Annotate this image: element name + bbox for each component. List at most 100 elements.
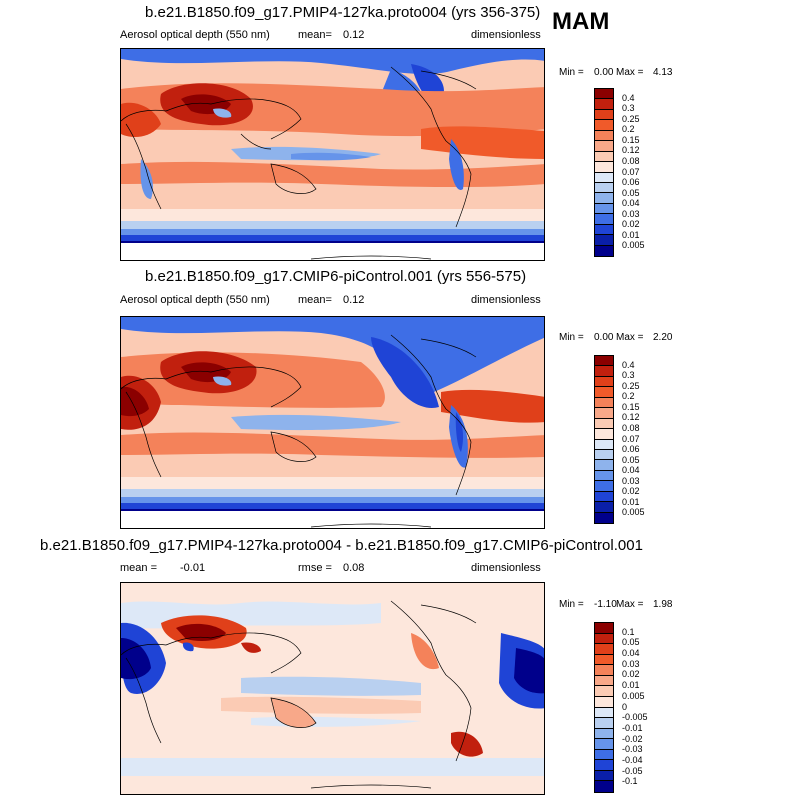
colorbar-box [595, 193, 613, 204]
panel-3-colorbar [594, 622, 614, 793]
colorbar-box [595, 376, 613, 388]
panel-2-title: b.e21.B1850.f09_g17.CMIP6-piControl.001 … [145, 268, 527, 285]
colorbar-box [595, 749, 613, 761]
colorbar-box [595, 502, 613, 513]
panel-2-units: dimensionless [471, 294, 541, 306]
colorbar-box [595, 120, 613, 131]
colorbar-level-label: 0.07 [622, 433, 640, 444]
colorbar-box [595, 644, 613, 655]
colorbar-box [595, 665, 613, 676]
panel-3-map [120, 582, 545, 795]
colorbar-box [595, 99, 613, 110]
colorbar-level-label: 0.12 [622, 412, 640, 423]
colorbar-level-label: 0.05 [622, 454, 640, 465]
panel-1-title: b.e21.B1850.f09_g17.PMIP4-127ka.proto004… [145, 4, 541, 21]
colorbar-box [595, 449, 613, 461]
colorbar-level-label: 0.06 [622, 177, 640, 188]
colorbar-level-label: 0.3 [622, 103, 635, 114]
colorbar-box [595, 675, 613, 687]
colorbar-level-label: 0.4 [622, 92, 635, 103]
colorbar-level-label: 0.02 [622, 669, 640, 680]
colorbar-level-label: 0.05 [622, 637, 640, 648]
colorbar-level-label: 0.04 [622, 198, 640, 209]
colorbar-level-label: 0.12 [622, 145, 640, 156]
colorbar-box [595, 728, 613, 740]
colorbar-level-label: 0.2 [622, 124, 635, 135]
colorbar-level-label: 0.25 [622, 380, 640, 391]
panel-3-min-label: Min = [559, 599, 584, 610]
colorbar-box [595, 460, 613, 471]
colorbar-box [595, 439, 613, 450]
panel-1-variable-label: Aerosol optical depth (550 nm) [120, 29, 270, 41]
panel-1-mean-label: mean= [298, 29, 332, 41]
panel-3-max-label: Max = [616, 599, 644, 610]
season-label: MAM [552, 8, 610, 35]
colorbar-box [595, 130, 613, 142]
panel-1-units: dimensionless [471, 29, 541, 41]
panel-3-min-value: -1.10 [594, 599, 617, 610]
panel-3-units: dimensionless [471, 562, 541, 574]
panel-3-rmse-value: 0.08 [343, 562, 365, 574]
colorbar-box [595, 707, 613, 719]
colorbar-level-label: 0.03 [622, 658, 640, 669]
colorbar-level-label: -0.01 [622, 722, 643, 733]
colorbar-box [595, 633, 613, 645]
colorbar-box [595, 397, 613, 409]
colorbar-box [595, 429, 613, 440]
colorbar-level-label: 0.005 [622, 507, 645, 518]
colorbar-box [595, 224, 613, 236]
colorbar-level-label: 0.01 [622, 496, 640, 507]
colorbar-level-label: 0.08 [622, 422, 640, 433]
colorbar-box [595, 512, 613, 523]
colorbar-box [595, 109, 613, 121]
colorbar-level-label: 0.15 [622, 401, 640, 412]
colorbar-box [595, 418, 613, 430]
colorbar-level-label: 0.1 [622, 626, 635, 637]
colorbar-level-label: -0.04 [622, 754, 643, 765]
panel-2-mean-value: 0.12 [343, 294, 365, 306]
colorbar-level-label: 0.01 [622, 229, 640, 240]
colorbar-level-label: 0.05 [622, 187, 640, 198]
colorbar-level-label: -0.03 [622, 744, 643, 755]
colorbar-box [595, 151, 613, 163]
panel-2-min-value: 0.00 [594, 332, 614, 343]
colorbar-level-label: 0.02 [622, 486, 640, 497]
panel-2-variable-label: Aerosol optical depth (550 nm) [120, 294, 270, 306]
colorbar-level-label: -0.005 [622, 712, 648, 723]
colorbar-box [595, 770, 613, 782]
colorbar-level-label: -0.02 [622, 733, 643, 744]
panel-2-map [120, 316, 545, 529]
colorbar-level-label: 0.4 [622, 359, 635, 370]
colorbar-level-label: 0 [622, 701, 628, 712]
colorbar-level-label: 0.07 [622, 166, 640, 177]
colorbar-box [595, 172, 613, 183]
colorbar-box [595, 760, 613, 771]
colorbar-box [595, 623, 613, 634]
panel-2-mean-label: mean= [298, 294, 332, 306]
colorbar-level-label: 0.2 [622, 391, 635, 402]
colorbar-box [595, 408, 613, 419]
colorbar-level-label: 0.06 [622, 444, 640, 455]
colorbar-level-label: -0.05 [622, 765, 643, 776]
colorbar-box [595, 182, 613, 194]
colorbar-level-label: -0.1 [622, 776, 638, 787]
colorbar-box [595, 470, 613, 482]
colorbar-box [595, 739, 613, 750]
panel-1-max-label: Max = [616, 67, 644, 78]
colorbar-level-label: 0.04 [622, 648, 640, 659]
colorbar-box [595, 481, 613, 492]
colorbar-box [595, 387, 613, 398]
colorbar-level-label: 0.02 [622, 219, 640, 230]
panel-1-mean-value: 0.12 [343, 29, 365, 41]
colorbar-level-label: 0.005 [622, 240, 645, 251]
colorbar-level-label: 0.01 [622, 680, 640, 691]
panel-3-rmse-label: rmse = [298, 562, 332, 574]
panel-1-min-label: Min = [559, 67, 584, 78]
colorbar-level-label: 0.005 [622, 690, 645, 701]
colorbar-box [595, 781, 613, 792]
colorbar-level-label: 0.08 [622, 155, 640, 166]
colorbar-box [595, 89, 613, 100]
panel-1-colorbar [594, 88, 614, 257]
colorbar-box [595, 654, 613, 666]
colorbar-box [595, 214, 613, 225]
